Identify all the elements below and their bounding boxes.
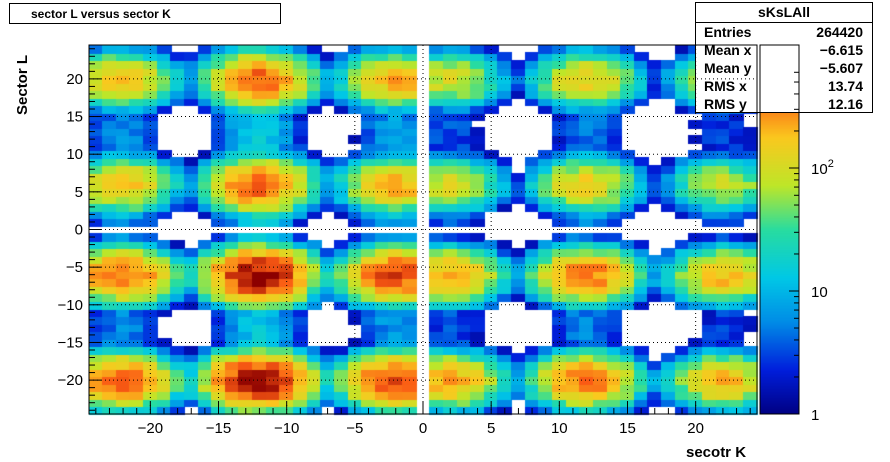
stats-row-rms-y: RMS y 12.16 <box>696 95 872 113</box>
colorbar-tick-label: 102 <box>811 158 834 178</box>
stats-label: RMS x <box>704 78 747 94</box>
chart-title-text: sector L versus sector K <box>31 7 171 21</box>
x-tick-label: 0 <box>419 420 427 437</box>
y-tick-label: −20 <box>58 372 83 389</box>
x-tick-label: −10 <box>274 420 299 437</box>
y-tick-label: 10 <box>66 146 83 163</box>
x-tick-label: −5 <box>346 420 363 437</box>
colorbar-frame <box>759 44 800 415</box>
x-tick-label: 10 <box>551 420 568 437</box>
y-tick-label: 20 <box>66 71 83 88</box>
y-tick-label: −5 <box>66 259 83 276</box>
y-tick-label: −10 <box>58 297 83 314</box>
y-tick-label: 15 <box>66 109 83 126</box>
y-tick-label: 0 <box>75 222 83 239</box>
x-tick-label: 5 <box>487 420 495 437</box>
x-tick-label: −15 <box>206 420 231 437</box>
stats-row-mean-x: Mean x −6.615 <box>696 41 872 59</box>
stats-label: Entries <box>704 24 752 40</box>
stats-value: 13.74 <box>827 78 863 94</box>
stats-value: 12.16 <box>827 96 863 112</box>
stats-row-entries: Entries 264420 <box>696 23 872 41</box>
y-tick-label: 5 <box>75 184 83 201</box>
x-tick-label: 20 <box>687 420 704 437</box>
x-axis-title: secotr K <box>686 444 747 461</box>
stats-title: sKsLAll <box>696 3 872 23</box>
stats-label: RMS y <box>704 96 747 112</box>
colorbar-tick-label: 10 <box>811 284 828 301</box>
stats-box: sKsLAll Entries 264420 Mean x −6.615 Mea… <box>695 2 873 113</box>
stats-value: −6.615 <box>819 42 863 58</box>
colorbar-tick-exponent: 2 <box>828 158 834 170</box>
x-tick-label: 15 <box>619 420 636 437</box>
stats-row-mean-y: Mean y −5.607 <box>696 59 872 77</box>
colorbar-tick-label: 1 <box>811 407 819 424</box>
stats-label: Mean y <box>704 60 752 76</box>
x-tick-label: −20 <box>138 420 163 437</box>
stats-value: 264420 <box>816 24 863 40</box>
stats-value: −5.607 <box>819 60 863 76</box>
stats-label: Mean x <box>704 42 752 58</box>
stats-row-rms-x: RMS x 13.74 <box>696 77 872 95</box>
y-tick-label: −15 <box>58 334 83 351</box>
chart-title: sector L versus sector K <box>9 3 281 24</box>
